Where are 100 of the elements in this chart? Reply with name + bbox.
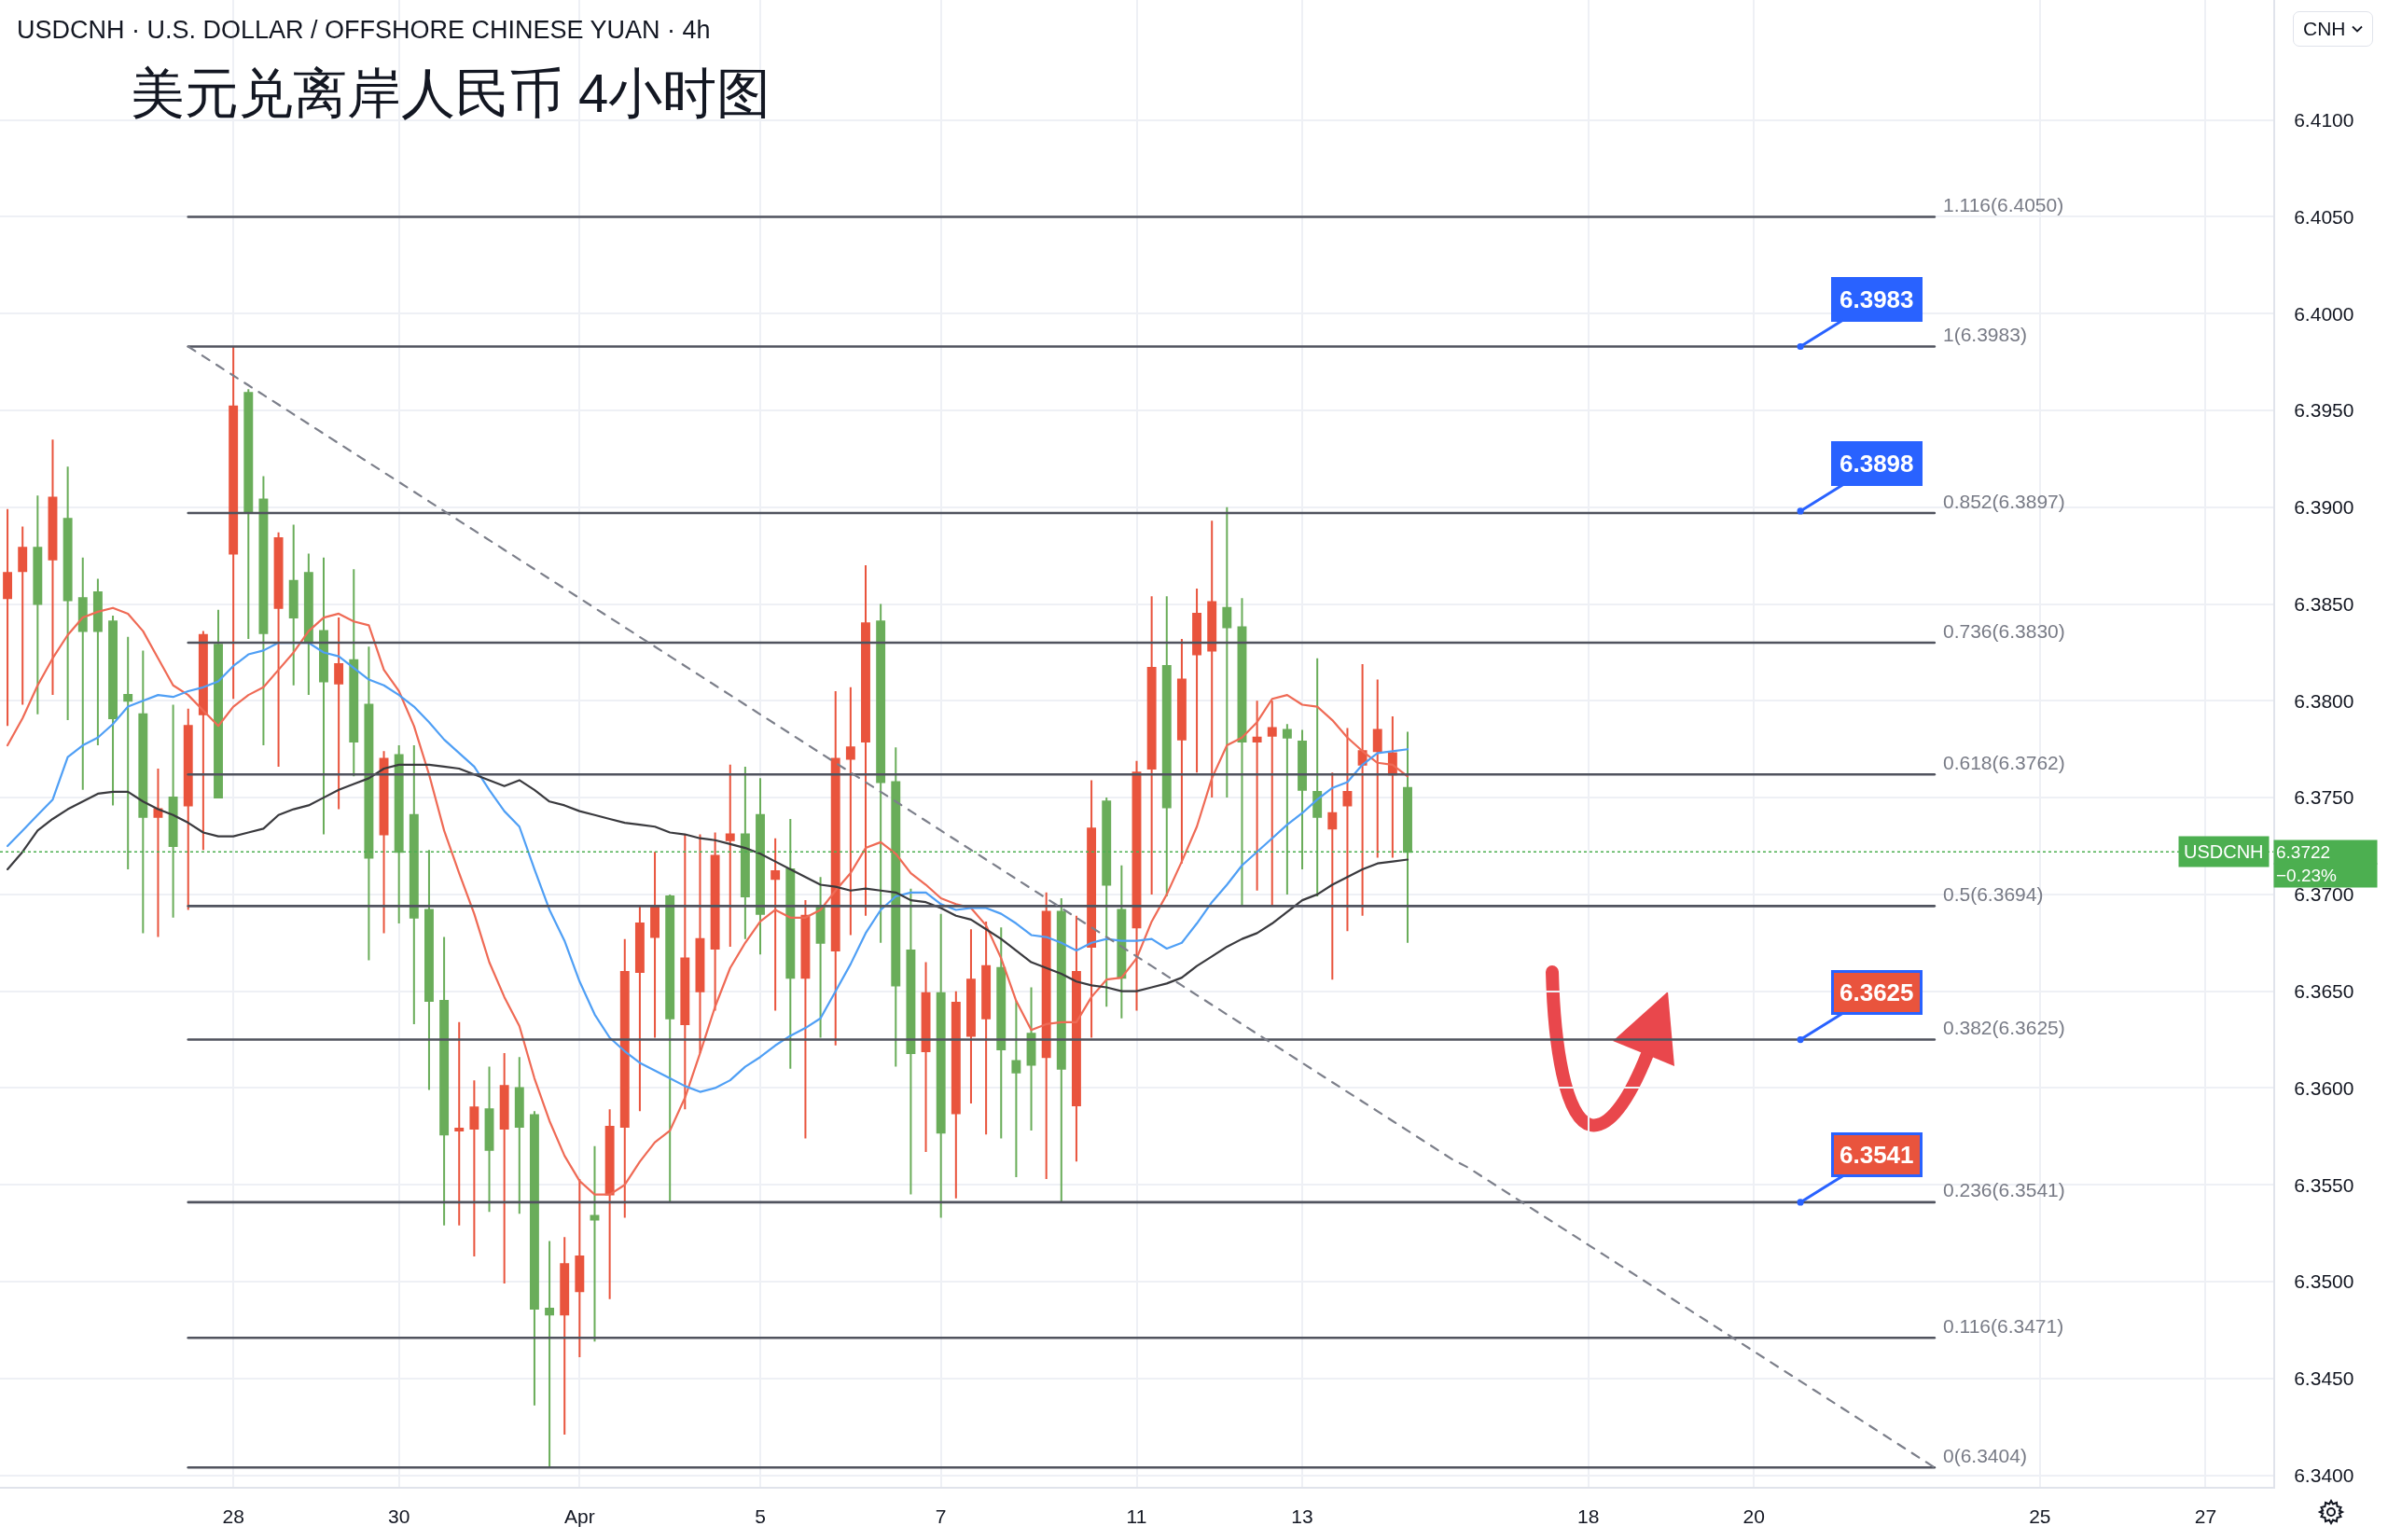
candlestick <box>409 744 419 1025</box>
y-tick-label: 6.3450 <box>2294 1367 2354 1390</box>
candlestick <box>771 837 781 1012</box>
annotation: USDCNH · U.S. DOLLAR / OFFSHORE CHINESE YUAN · 4h <box>17 16 711 44</box>
candlestick <box>740 765 750 940</box>
x-tick-label: 5 <box>755 1505 766 1528</box>
series-label: 0.116(6.3471) <box>1943 1315 2064 1337</box>
annotation: 6.3541 <box>1840 1141 1914 1169</box>
candlestick <box>861 564 870 917</box>
annotation: 6.3983 <box>1840 285 1914 313</box>
line-series <box>187 345 1936 1469</box>
y-tick-label: 6.4050 <box>2294 205 2354 228</box>
candlestick <box>168 703 178 919</box>
candlestick <box>229 345 239 701</box>
x-tick-label: 11 <box>1126 1505 1147 1528</box>
candlestick <box>454 1020 465 1227</box>
x-tick-label: 20 <box>1742 1505 1765 1528</box>
y-tick-label: 6.3400 <box>2294 1464 2354 1486</box>
annotation: 6.3898 <box>1840 450 1914 478</box>
candlestick <box>1146 595 1157 895</box>
candlestick <box>303 552 313 697</box>
candlestick <box>695 833 705 1055</box>
y-tick-label: 6.3500 <box>2294 1270 2354 1293</box>
candlestick <box>1357 662 1368 917</box>
y-tick-label: 6.3650 <box>2294 980 2354 1003</box>
candlestick <box>364 645 374 962</box>
candlestick <box>1312 657 1323 897</box>
series-label: 0.236(6.3541) <box>1943 1179 2065 1200</box>
candlestick <box>966 928 976 1105</box>
candlestick <box>394 744 404 925</box>
candlestick <box>499 1052 509 1285</box>
candlestick <box>845 686 855 936</box>
candlestick <box>876 603 886 944</box>
candlestick <box>153 767 163 938</box>
candlestick <box>1176 637 1187 865</box>
candlestick <box>1026 986 1036 1132</box>
candlestick <box>756 777 765 956</box>
series-label: 1(6.3983) <box>1943 324 2027 345</box>
candlestick <box>665 893 675 1203</box>
candlestick <box>1102 797 1112 1008</box>
candlestick <box>725 763 735 948</box>
candlestick <box>981 920 992 1136</box>
candlestick <box>379 750 389 935</box>
candlestick <box>650 851 659 1039</box>
candlestick <box>3 507 13 728</box>
x-tick-label: 7 <box>935 1505 947 1528</box>
candlestick <box>288 523 298 687</box>
candlestick <box>680 833 690 1111</box>
candlestick <box>1056 897 1066 1203</box>
candlestick <box>800 899 811 1140</box>
candlestick <box>1222 506 1232 799</box>
candlestick <box>1161 595 1172 897</box>
ref-line-label: USDCNH <box>2184 841 2264 862</box>
y-tick-label: 6.3900 <box>2294 496 2354 519</box>
candlestick <box>785 817 796 1070</box>
candlestick <box>198 630 208 852</box>
candlestick <box>634 905 645 1113</box>
candlestick <box>1282 723 1292 895</box>
candlestick <box>469 1079 479 1258</box>
candlestick <box>1403 730 1412 944</box>
candlestick <box>1132 759 1142 1012</box>
series-label: 1.116(6.4050) <box>1943 194 2064 215</box>
candlestick <box>560 1236 570 1436</box>
text: −0.23% <box>2276 866 2338 885</box>
candlestick <box>1087 779 1097 1039</box>
candlestick <box>1267 700 1277 908</box>
candlestick <box>319 556 328 836</box>
x-tick-label: 30 <box>388 1505 410 1528</box>
candlestick <box>891 746 901 1068</box>
line-series <box>6 606 1409 1196</box>
candlestick <box>906 887 916 1196</box>
candlestick <box>830 689 840 1047</box>
x-tick-label: Apr <box>564 1505 595 1528</box>
candlestick <box>484 1065 494 1214</box>
line-series <box>6 641 1409 1093</box>
candlestick <box>710 831 720 1012</box>
candlestick <box>62 465 73 722</box>
candlestick <box>18 525 28 706</box>
candlestick <box>33 494 43 715</box>
series-label: 0.736(6.3830) <box>1943 620 2065 642</box>
series-label: 0.5(6.3694) <box>1943 883 2044 905</box>
candlestick <box>619 937 630 1219</box>
x-tick-label: 27 <box>2194 1505 2217 1528</box>
y-tick-label: 6.3750 <box>2294 786 2354 809</box>
candlestick <box>936 912 946 1219</box>
candlestick <box>183 707 193 911</box>
y-tick-label: 6.4000 <box>2294 302 2354 325</box>
candlestick <box>529 1110 539 1407</box>
candlestick <box>1011 1000 1021 1178</box>
annotation: 6.3625 <box>1840 978 1914 1006</box>
dropdown-button: CNH <box>2293 11 2373 47</box>
candlestick <box>545 1240 555 1469</box>
candlestick <box>123 635 133 870</box>
x-tick-label: 28 <box>222 1505 244 1528</box>
y-tick-label: 6.3550 <box>2294 1173 2354 1196</box>
candlestick <box>1342 727 1353 933</box>
y-tick-label: 6.4100 <box>2294 109 2354 132</box>
candlestick <box>77 556 88 791</box>
candlestick <box>815 876 826 1039</box>
y-tick-label: 6.3850 <box>2294 592 2354 615</box>
